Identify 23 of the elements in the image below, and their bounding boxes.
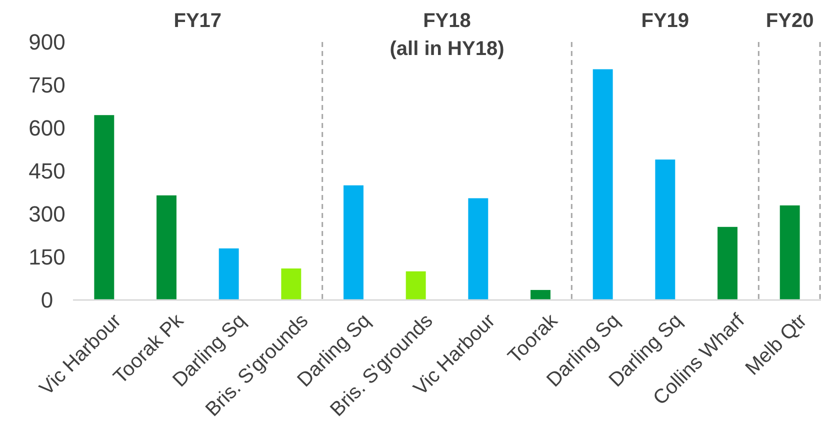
y-tick-label: 600 (28, 116, 66, 141)
bar (218, 248, 239, 300)
bar (281, 268, 302, 300)
bar (780, 205, 800, 300)
text: FY20 (766, 10, 814, 32)
bar (530, 290, 550, 300)
bar (718, 226, 738, 300)
y-tick-label: 300 (28, 202, 66, 227)
annotation: FY18 (all in HY18) (390, 10, 504, 60)
y-tick-label: 750 (28, 72, 66, 98)
bar (156, 195, 176, 300)
bar (468, 198, 488, 300)
y-tick-label: 900 (28, 30, 66, 55)
y-tick-label: 450 (28, 158, 66, 184)
y-tick-label: 0 (40, 288, 54, 313)
bar (94, 115, 114, 300)
bar (344, 185, 364, 300)
text: FY17 (174, 10, 222, 32)
bar (655, 160, 676, 300)
bar (592, 69, 613, 300)
text: FY19 (641, 10, 690, 32)
bar (406, 271, 426, 300)
y-tick-label: 150 (28, 244, 66, 270)
